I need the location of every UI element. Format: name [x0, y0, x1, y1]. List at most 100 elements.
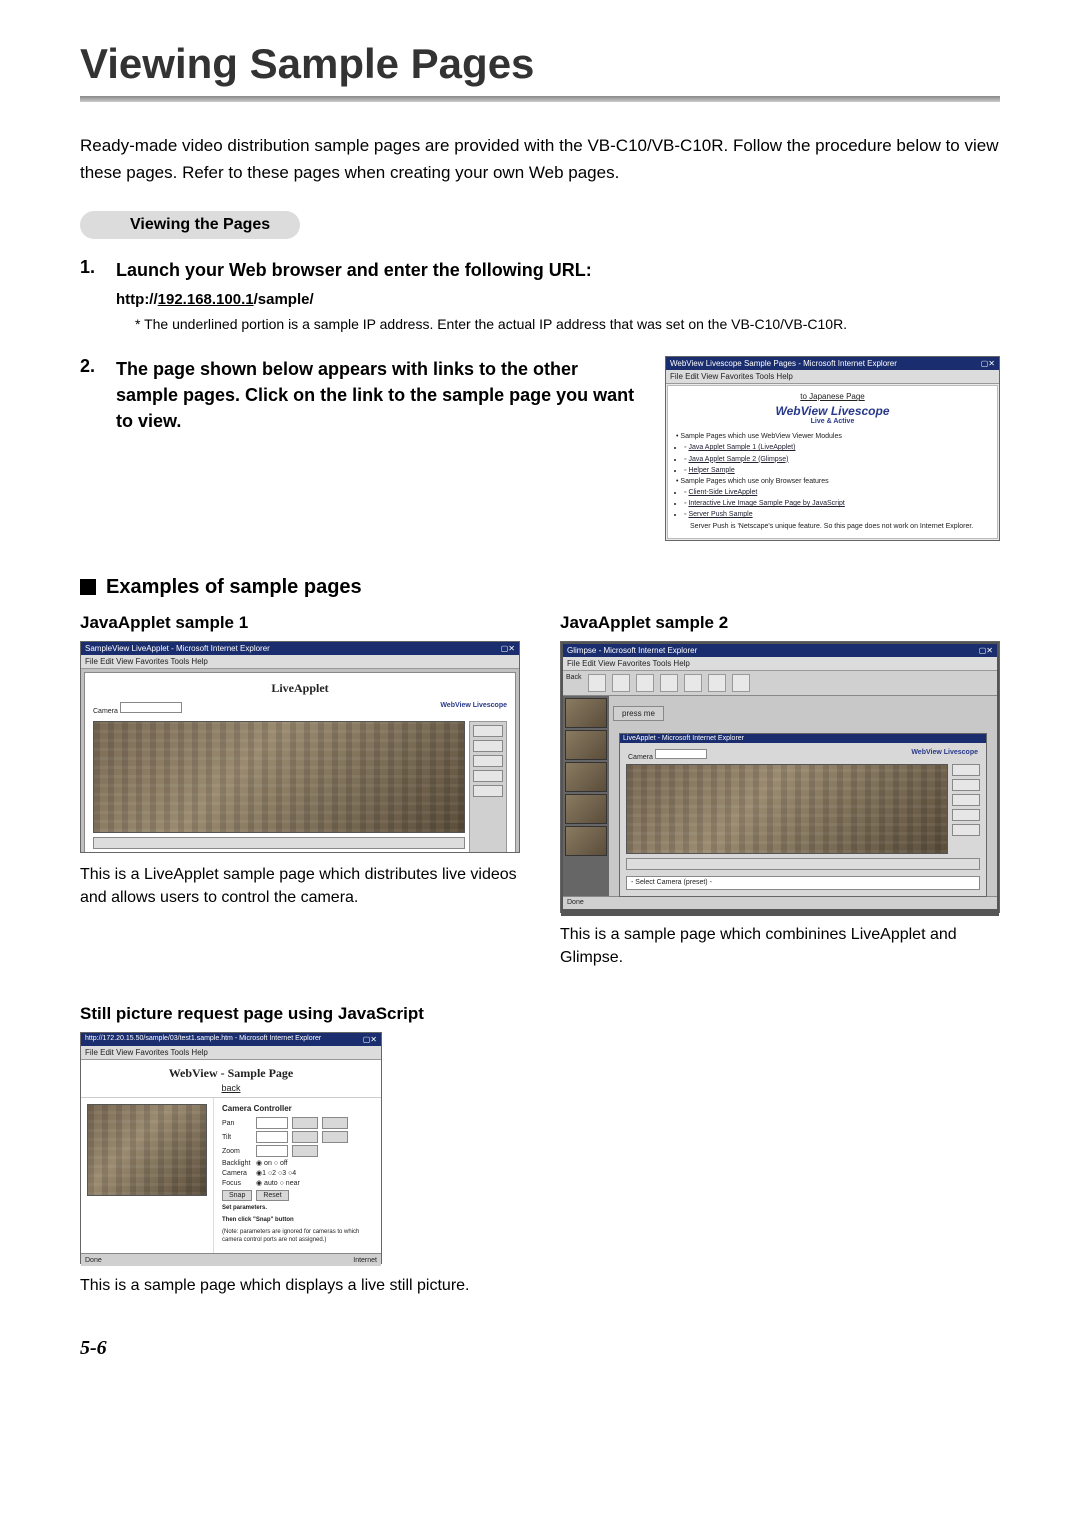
- s3-menubar: File Edit View Favorites Tools Help: [81, 1046, 381, 1060]
- s1-pan-slider: [93, 837, 465, 849]
- toolbar-icon: [588, 674, 606, 692]
- s2-toolbar: Back: [563, 671, 997, 696]
- s3-controller: Camera Controller Pan Tilt Zoom Backligh…: [213, 1098, 381, 1253]
- webview-title: WebView Livescope: [676, 404, 989, 418]
- thumbnail: [565, 698, 607, 728]
- page-title: Viewing Sample Pages: [80, 40, 1000, 88]
- step-2: 2. The page shown below appears with lin…: [80, 356, 1000, 541]
- window-controls-icon: ▢✕: [363, 1035, 377, 1044]
- toolbar-icon: [708, 674, 726, 692]
- sample-url: http://192.168.100.1/sample/: [116, 291, 1000, 308]
- press-me-button: press me: [613, 706, 664, 721]
- tilt-btn: [292, 1131, 318, 1143]
- s1-menubar: File Edit View Favorites Tools Help: [81, 655, 519, 669]
- s2-control-panel: [952, 764, 980, 854]
- square-bullet-icon: [80, 579, 96, 595]
- url-prefix: http://: [116, 291, 158, 308]
- sample-3-screenshot: http://172.20.15.50/sample/03/test1.samp…: [80, 1032, 382, 1264]
- sample-2-screenshot: Glimpse - Microsoft Internet Explorer▢✕ …: [560, 641, 1000, 913]
- webview-subtitle: Live & Active: [676, 418, 989, 425]
- intro-paragraph: Ready-made video distribution sample pag…: [80, 132, 1000, 186]
- s2-titlebar: Glimpse - Microsoft Internet Explorer▢✕: [563, 644, 997, 657]
- s3-image-area: [87, 1104, 207, 1247]
- backlight-options: ◉ on ○ off: [256, 1159, 288, 1167]
- url-ip: 192.168.100.1: [158, 291, 254, 308]
- then-click-text: Then click "Snap" button: [222, 1217, 373, 1225]
- link-clientside: Client-Side LiveApplet: [688, 489, 757, 496]
- main-sample-screenshot: WebView Livescope Sample Pages - Microso…: [665, 356, 1000, 541]
- thumbnail: [565, 730, 607, 760]
- screenshot-menubar: File Edit View Favorites Tools Help: [666, 370, 999, 384]
- pan-label: Pan: [222, 1120, 252, 1127]
- s1-titlebar-text: SampleView LiveApplet - Microsoft Intern…: [85, 644, 270, 653]
- toolbar-icon: [612, 674, 630, 692]
- control-button: [473, 785, 503, 797]
- serverpush-note: Server Push is 'Netscape's unique featur…: [690, 521, 989, 532]
- titlebar-text: WebView Livescope Sample Pages - Microso…: [670, 359, 897, 368]
- thumbnail: [565, 826, 607, 856]
- sample-3-desc: This is a sample page which displays a l…: [80, 1274, 1000, 1297]
- params-note: (Note: parameters are ignored for camera…: [222, 1229, 373, 1245]
- s3-status-right: Internet: [353, 1257, 377, 1264]
- sample-1-screenshot: SampleView LiveApplet - Microsoft Intern…: [80, 641, 520, 853]
- step-1: 1. Launch your Web browser and enter the…: [80, 257, 1000, 336]
- s3-page-header: WebView - Sample Page: [81, 1060, 381, 1083]
- tilt-field: [256, 1131, 288, 1143]
- link-java2: Java Applet Sample 2 (Glimpse): [688, 456, 788, 463]
- control-button: [952, 809, 980, 821]
- examples-title: Examples of sample pages: [106, 576, 362, 599]
- liveapplet-title: LiveApplet: [89, 681, 511, 696]
- s2-status: Done: [567, 899, 584, 906]
- s3-back-link: back: [81, 1083, 381, 1098]
- link-serverpush: Server Push Sample: [688, 511, 752, 518]
- s3-statusbar: Done Internet: [81, 1253, 381, 1266]
- control-button: [473, 755, 503, 767]
- set-params-text: Set parameters.: [222, 1205, 373, 1213]
- group1-head: Sample Pages which use WebView Viewer Mo…: [680, 433, 841, 440]
- window-controls-icon: ▢✕: [981, 359, 995, 368]
- toolbar-icon: [660, 674, 678, 692]
- toolbar-icon: [732, 674, 750, 692]
- ip-note: * The underlined portion is a sample IP …: [135, 314, 1000, 336]
- s2-thumbnails: [563, 696, 609, 896]
- s3-still-image: [87, 1104, 207, 1196]
- japanese-link: to Japanese Page: [676, 392, 989, 401]
- control-button: [952, 824, 980, 836]
- camera-label: Camera: [222, 1170, 252, 1177]
- link-helper: Helper Sample: [688, 467, 734, 474]
- title-underline: [80, 96, 1000, 102]
- focus-label: Focus: [222, 1180, 252, 1187]
- window-controls-icon: ▢✕: [501, 644, 515, 653]
- backlight-label: Backlight: [222, 1160, 252, 1167]
- s3-status-left: Done: [85, 1257, 102, 1264]
- s1-titlebar: SampleView LiveApplet - Microsoft Intern…: [81, 642, 519, 655]
- sample-2-desc: This is a sample page which combinines L…: [560, 923, 1000, 969]
- step-1-text: Launch your Web browser and enter the fo…: [116, 257, 592, 283]
- tilt-label: Tilt: [222, 1134, 252, 1141]
- s2-inner-window: LiveApplet - Microsoft Internet Explorer…: [619, 733, 987, 897]
- sample-links-list: • Sample Pages which use WebView Viewer …: [676, 431, 989, 532]
- sample-1-desc: This is a LiveApplet sample page which d…: [80, 863, 520, 909]
- s2-side-label: WebView Livescope: [911, 749, 978, 761]
- s2-video-area: [626, 764, 948, 854]
- reset-button: Reset: [256, 1190, 288, 1201]
- toolbar-icon: [636, 674, 654, 692]
- controller-title: Camera Controller: [222, 1104, 373, 1113]
- screenshot-titlebar: WebView Livescope Sample Pages - Microso…: [666, 357, 999, 370]
- sample-2-label: JavaApplet sample 2: [560, 613, 1000, 633]
- step-2-text: The page shown below appears with links …: [116, 356, 645, 434]
- pan-field: [256, 1117, 288, 1129]
- zoom-label: Zoom: [222, 1148, 252, 1155]
- viewing-pages-header: Viewing the Pages: [80, 211, 300, 239]
- s2-inner-titlebar: LiveApplet - Microsoft Internet Explorer: [620, 734, 986, 743]
- sample-1-column: JavaApplet sample 1 SampleView LiveApple…: [80, 613, 520, 909]
- focus-options: ◉ auto ○ near: [256, 1179, 300, 1187]
- thumbnail: [565, 794, 607, 824]
- group2-head: Sample Pages which use only Browser feat…: [680, 478, 828, 485]
- control-button: [473, 740, 503, 752]
- control-button: [473, 725, 503, 737]
- zoom-btn: [292, 1145, 318, 1157]
- step-2-number: 2.: [80, 356, 116, 377]
- s1-control-panel: [469, 721, 507, 852]
- step-1-number: 1.: [80, 257, 116, 278]
